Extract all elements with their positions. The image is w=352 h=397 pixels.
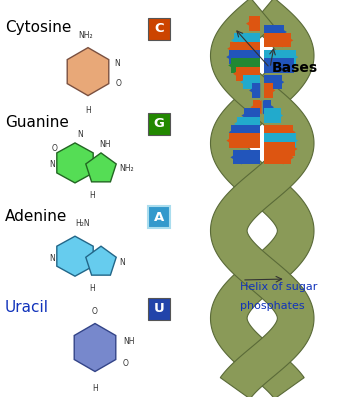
Text: Uracil: Uracil <box>5 300 49 315</box>
Text: O: O <box>116 79 122 88</box>
Bar <box>264 150 291 164</box>
FancyBboxPatch shape <box>148 17 170 40</box>
Text: NH₂: NH₂ <box>79 31 93 40</box>
Text: NH: NH <box>123 337 134 346</box>
Text: Guanine: Guanine <box>5 116 69 130</box>
Bar <box>264 125 293 139</box>
Text: NH₂: NH₂ <box>119 164 134 173</box>
Text: G: G <box>153 118 164 130</box>
Bar <box>264 75 282 89</box>
Text: phosphates: phosphates <box>240 301 304 311</box>
Text: Helix of sugar: Helix of sugar <box>240 282 318 292</box>
Polygon shape <box>67 48 109 96</box>
Text: H₂N: H₂N <box>76 219 90 228</box>
FancyBboxPatch shape <box>148 113 170 135</box>
Text: N: N <box>119 258 125 267</box>
Bar <box>234 33 260 48</box>
Bar <box>231 125 260 139</box>
Polygon shape <box>231 33 242 48</box>
Text: O: O <box>51 145 57 153</box>
Bar <box>264 133 296 148</box>
FancyBboxPatch shape <box>148 297 170 320</box>
Polygon shape <box>234 117 245 131</box>
Bar <box>231 58 260 73</box>
Polygon shape <box>246 16 257 31</box>
Bar <box>252 83 260 98</box>
Text: N: N <box>77 130 83 139</box>
Bar <box>253 100 260 114</box>
Text: N: N <box>49 254 55 263</box>
Bar <box>243 75 260 89</box>
Polygon shape <box>241 108 252 123</box>
Bar <box>264 33 291 48</box>
Text: H: H <box>89 284 95 293</box>
Bar <box>264 58 294 73</box>
Text: Adenine: Adenine <box>5 209 67 224</box>
Bar <box>230 42 260 56</box>
Text: NH: NH <box>99 140 111 149</box>
Polygon shape <box>74 324 116 372</box>
Text: H: H <box>92 384 98 393</box>
Polygon shape <box>285 58 296 73</box>
Bar <box>237 117 260 131</box>
Polygon shape <box>231 150 241 164</box>
Polygon shape <box>228 58 239 73</box>
Bar <box>229 50 260 64</box>
Polygon shape <box>57 236 93 276</box>
Polygon shape <box>210 0 314 397</box>
Polygon shape <box>264 83 275 98</box>
Polygon shape <box>86 153 116 182</box>
Polygon shape <box>273 75 284 89</box>
Text: C: C <box>154 22 164 35</box>
Polygon shape <box>287 133 298 148</box>
Text: H: H <box>89 191 95 200</box>
Polygon shape <box>229 125 240 139</box>
Text: A: A <box>154 211 164 224</box>
Text: Cytosine: Cytosine <box>5 20 71 35</box>
Polygon shape <box>282 33 293 48</box>
Polygon shape <box>283 150 294 164</box>
Polygon shape <box>226 50 237 64</box>
FancyBboxPatch shape <box>148 206 170 228</box>
Polygon shape <box>249 83 260 98</box>
Polygon shape <box>287 142 297 156</box>
Polygon shape <box>233 67 244 81</box>
Polygon shape <box>251 100 262 114</box>
Bar <box>235 67 260 81</box>
Bar <box>264 25 284 39</box>
Polygon shape <box>210 0 314 397</box>
Polygon shape <box>284 125 296 139</box>
Bar <box>229 133 260 148</box>
Polygon shape <box>240 75 251 89</box>
Text: N: N <box>114 59 120 68</box>
Bar <box>264 108 281 123</box>
Text: N: N <box>49 160 55 170</box>
Text: U: U <box>153 302 164 315</box>
Polygon shape <box>287 50 298 64</box>
Text: O: O <box>92 306 98 316</box>
Polygon shape <box>272 108 283 123</box>
Polygon shape <box>86 246 116 275</box>
Polygon shape <box>57 143 93 183</box>
Text: Bases: Bases <box>272 61 318 75</box>
Text: O: O <box>123 359 129 368</box>
Bar <box>233 150 260 164</box>
Polygon shape <box>226 133 238 148</box>
Polygon shape <box>276 25 287 39</box>
Bar <box>264 142 295 156</box>
Polygon shape <box>263 100 274 114</box>
Bar <box>244 108 260 123</box>
Bar <box>264 83 273 98</box>
Bar <box>264 100 271 114</box>
Bar <box>264 50 296 64</box>
Polygon shape <box>227 42 238 56</box>
Bar <box>249 16 260 31</box>
Text: H: H <box>85 106 91 115</box>
